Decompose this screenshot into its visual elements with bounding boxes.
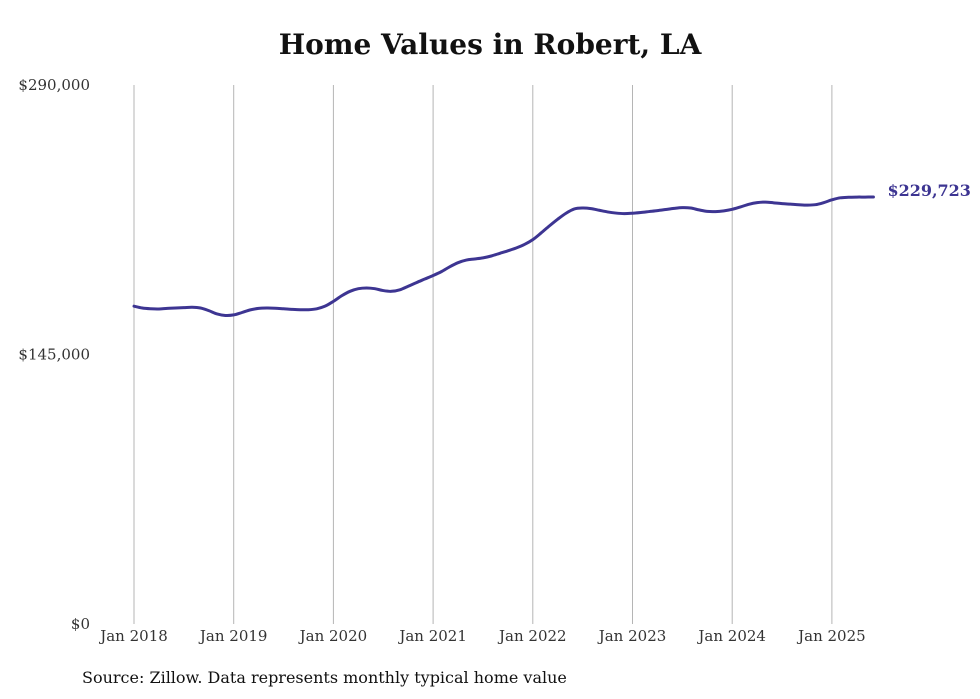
x-tick-label: Jan 2021 (397, 627, 467, 645)
x-tick-label: Jan 2019 (198, 627, 268, 645)
series-layer: $229,723 (132, 181, 971, 318)
x-tick-label: Jan 2025 (796, 627, 866, 645)
y-tick-label: $0 (71, 615, 90, 633)
x-tick-label: Jan 2018 (98, 627, 168, 645)
y-axis: $0 $145,000 $290,000 (18, 76, 90, 633)
grid-lines (133, 85, 833, 624)
chart-source: Source: Zillow. Data represents monthly … (82, 668, 567, 687)
x-tick-label: Jan 2024 (696, 627, 766, 645)
y-tick-label: $290,000 (18, 76, 90, 94)
x-tick-label: Jan 2022 (497, 627, 567, 645)
x-tick-label: Jan 2023 (597, 627, 667, 645)
y-tick-label: $145,000 (18, 346, 90, 364)
series-line (132, 195, 875, 318)
last-value-label: $229,723 (887, 181, 971, 200)
x-tick-label: Jan 2020 (298, 627, 368, 645)
x-axis: Jan 2018 Jan 2019 Jan 2020 Jan 2021 Jan 2022… (98, 627, 865, 645)
chart-title: Home Values in Robert, LA (278, 28, 702, 61)
